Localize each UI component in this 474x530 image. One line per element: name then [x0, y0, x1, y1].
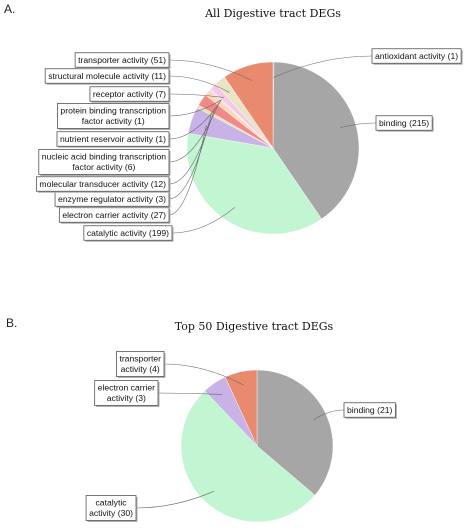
- pie-b-label-text: activity (4): [121, 364, 160, 374]
- pie-a-leader-enzyme-regulator-activity: [168, 113, 212, 200]
- pie-a-slice-binding: [272, 61, 360, 220]
- pie-a-leader-receptor-activity: [168, 93, 224, 98]
- pie-b-slice-catalytic-activity: [180, 390, 316, 523]
- pie-b-slice-transporter-activity: [224, 369, 258, 447]
- pie-a-leader-antioxidant-activity: [273, 55, 373, 78]
- pie-a-label-nucleic-acid-binding-transcription-factor-activity: nucleic acid binding transcriptionfactor…: [38, 102, 220, 176]
- pie-a-label-antioxidant-activity: antioxidant activity (1): [273, 48, 463, 78]
- pie-a-label-binding: binding (215): [340, 115, 434, 132]
- pie-b-label-text: electron carrier: [98, 383, 155, 393]
- pie-a-label-molecular-transducer-activity: molecular transducer activity (12): [36, 108, 215, 193]
- pie-a-label-text: structural molecule activity (11): [48, 71, 166, 81]
- pie-a-label-text: protein binding transcription: [60, 106, 166, 116]
- pie-a-label-text: transporter activity (51): [78, 55, 166, 65]
- pie-a-leader-protein-binding-transcription-factor-activity: [168, 99, 222, 117]
- pie-a-leader-catalytic-activity: [171, 207, 236, 234]
- chart-b-title: Top 50 Digestive tract DEGs: [175, 320, 334, 333]
- pie-b-leader-transporter-activity: [163, 363, 244, 386]
- chart-a-title: All Digestive tract DEGs: [204, 7, 341, 20]
- pie-a-label-text: nucleic acid binding transcription: [42, 152, 166, 162]
- pie-a-label-transporter-activity: transporter activity (51): [74, 52, 253, 81]
- pie-a-leader-transporter-activity: [168, 59, 253, 81]
- pie-a-label-receptor-activity: receptor activity (7): [89, 86, 224, 103]
- pie-b-label-text: transporter: [119, 354, 161, 364]
- pie-a-label-text: antioxidant activity (1): [375, 51, 458, 61]
- pie-a-label-text: receptor activity (7): [93, 89, 166, 99]
- pie-a-label-enzyme-regulator-activity: enzyme regulator activity (3): [54, 113, 212, 208]
- pie-a-label-text: nutrient reservoir activity (1): [60, 134, 166, 144]
- pie-a-label-nutrient-reservoir-activity: nutrient reservoir activity (1): [56, 100, 222, 148]
- pie-a-leader-molecular-transducer-activity: [168, 108, 215, 185]
- pie-b-label-text: activity (30): [89, 508, 133, 518]
- pie-a-label-text: binding (215): [379, 118, 429, 128]
- pie-a-leader-binding: [340, 122, 377, 128]
- pie-a-label-text: molecular transducer activity (12): [39, 179, 166, 189]
- pie-a-label-text: factor activity (1): [82, 116, 145, 126]
- pie-a-label-text: catalytic activity (199): [87, 228, 169, 238]
- pie-a-label-structural-molecule-activity: structural molecule activity (11): [44, 68, 230, 93]
- pie-b-label-binding: binding (21): [313, 402, 397, 421]
- pie-b-label-text: binding (21): [347, 405, 393, 415]
- pie-b-slice-binding: [256, 369, 334, 496]
- pie-a-label-electron-carrier-activity: electron carrier activity (27): [58, 125, 207, 224]
- pie-a-leader-structural-molecule-activity: [168, 75, 230, 93]
- pie-a-slice-transporter-activity: [224, 61, 274, 149]
- pie-a-leader-nutrient-reservoir-activity: [168, 100, 222, 140]
- panel-b-letter: B.: [6, 316, 17, 330]
- pie-b-label-text: catalytic: [96, 498, 128, 508]
- pie-a-label-text: electron carrier activity (27): [62, 210, 166, 220]
- pie-a-label-text: factor activity (6): [72, 162, 135, 172]
- pie-b-leader-binding: [313, 409, 345, 421]
- pie-a-slice-catalytic-activity: [186, 133, 322, 235]
- pie-b-label-text: activity (3): [107, 393, 146, 403]
- pie-b-leader-catalytic-activity: [135, 490, 215, 509]
- pie-b-leader-electron-carrier-activity: [157, 392, 223, 395]
- panel-a-letter: A.: [4, 2, 15, 16]
- pie-a-leader-nucleic-acid-binding-transcription-factor-activity: [168, 102, 220, 163]
- pie-a-label-text: enzyme regulator activity (3): [58, 194, 166, 204]
- pie-a-label-catalytic-activity: catalytic activity (199): [83, 207, 236, 242]
- pie-chart-all-degs: antioxidant activity (1) binding (215) cat…: [36, 48, 463, 242]
